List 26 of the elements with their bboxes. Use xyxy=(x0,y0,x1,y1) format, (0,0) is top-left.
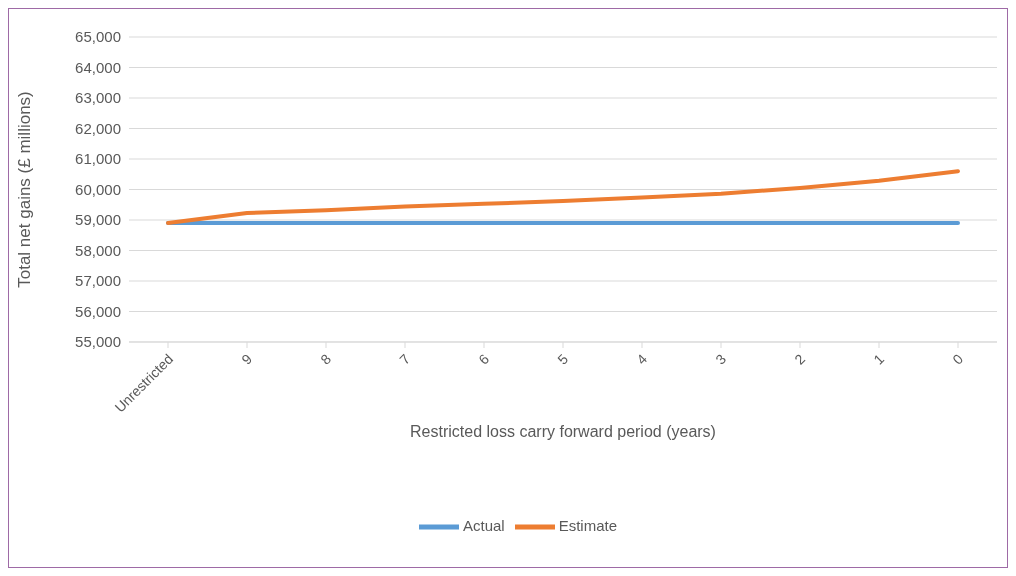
y-tick-label: 55,000 xyxy=(75,333,121,351)
x-tick-label: 0 xyxy=(949,350,967,368)
y-tick-label: 65,000 xyxy=(75,28,121,46)
x-tick-label: 2 xyxy=(791,350,809,368)
y-tick-label: 58,000 xyxy=(75,241,121,259)
legend-label: Estimate xyxy=(558,516,618,534)
y-tick-label: 64,000 xyxy=(75,58,121,76)
y-tick-label: 60,000 xyxy=(75,180,121,198)
y-axis-title: Total net gains (£ millions) xyxy=(15,91,35,288)
x-tick-label: 8 xyxy=(317,350,335,368)
x-tick-label: 6 xyxy=(475,350,493,368)
x-tick-label: 1 xyxy=(870,350,888,368)
x-axis-title: Restricted loss carry forward period (years) xyxy=(410,423,716,440)
legend-label: Actual xyxy=(462,516,505,534)
y-tick-label: 61,000 xyxy=(75,150,121,168)
x-tick-label: 5 xyxy=(554,350,572,368)
y-tick-label: 56,000 xyxy=(75,302,121,320)
y-tick-label: 57,000 xyxy=(75,272,121,290)
x-tick-label: 4 xyxy=(633,350,651,368)
x-tick-label: 7 xyxy=(396,350,414,368)
x-tick-label: 3 xyxy=(712,350,730,368)
line-series xyxy=(166,169,960,226)
x-tick-label: 9 xyxy=(238,350,256,368)
y-tick-label: 62,000 xyxy=(75,119,121,137)
y-tick-label: 63,000 xyxy=(75,89,121,107)
y-tick-label: 59,000 xyxy=(75,211,121,229)
